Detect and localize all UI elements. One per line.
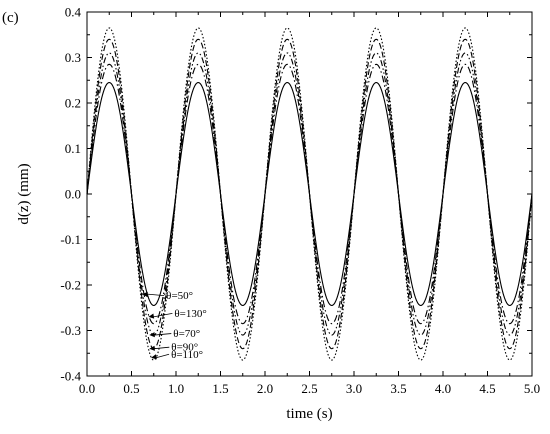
axis-ticks: 0.0 0.5 1.0 1.5 2.0 2.5 3.0 3.5 4.0 4.5 5.0 0.4 0.3 0… xyxy=(60,5,540,397)
y-tick-label: 0.0 xyxy=(65,187,81,202)
y-tick-label: 0.3 xyxy=(65,50,81,65)
x-tick-label: 5.0 xyxy=(524,381,540,396)
x-tick-label: 0.0 xyxy=(79,381,95,396)
x-tick-label: 2.5 xyxy=(301,381,317,396)
y-tick-label: -0.2 xyxy=(60,278,81,293)
y-tick-label: -0.4 xyxy=(60,369,81,384)
x-tick-label: 2.0 xyxy=(257,381,273,396)
y-tick-label: 0.2 xyxy=(65,96,81,111)
annotation-label: θ=90° xyxy=(171,342,198,354)
annotation-arrow-head xyxy=(148,313,155,319)
annotation-arrow-line xyxy=(154,333,172,336)
annotation-arrow-line xyxy=(154,346,170,350)
x-tick-label: 4.5 xyxy=(479,381,495,396)
x-tick-label: 1.5 xyxy=(212,381,228,396)
annotation-arrow-head xyxy=(151,354,157,360)
x-tick-label: 3.5 xyxy=(390,381,406,396)
x-tick-label: 3.0 xyxy=(346,381,362,396)
x-tick-label: 1.0 xyxy=(168,381,184,396)
y-tick-label: 0.4 xyxy=(65,5,82,20)
annotation-arrow-head xyxy=(149,345,155,351)
y-tick-label: -0.3 xyxy=(60,323,81,338)
annotation-arrow-line xyxy=(147,293,165,296)
y-tick-label: -0.1 xyxy=(60,232,81,247)
x-tick-label: 0.5 xyxy=(123,381,139,396)
annotation-arrow-head xyxy=(149,332,155,338)
x-tick-label: 4.0 xyxy=(435,381,451,396)
y-axis-title: d(z) (mm) xyxy=(16,163,32,224)
panel-label: (c) xyxy=(2,10,19,26)
x-axis-title: time (s) xyxy=(286,406,332,422)
annotation-label: θ=130° xyxy=(174,308,206,320)
plot-area xyxy=(86,27,533,361)
annotation-label: θ=50° xyxy=(166,290,193,302)
y-tick-label: 0.1 xyxy=(65,141,81,156)
series-line-2 xyxy=(86,63,533,325)
annotation-arrow-line xyxy=(155,353,170,359)
annotation-label: θ=70° xyxy=(173,328,200,340)
series-line-3 xyxy=(86,52,533,336)
annotation-label: θ=110° xyxy=(171,349,203,361)
annotation-arrow-line xyxy=(153,312,173,318)
annotation-arrow-head xyxy=(142,291,148,298)
annotations: θ=50° θ=130° θ=70° θ=90°θ=110° xyxy=(142,290,207,361)
